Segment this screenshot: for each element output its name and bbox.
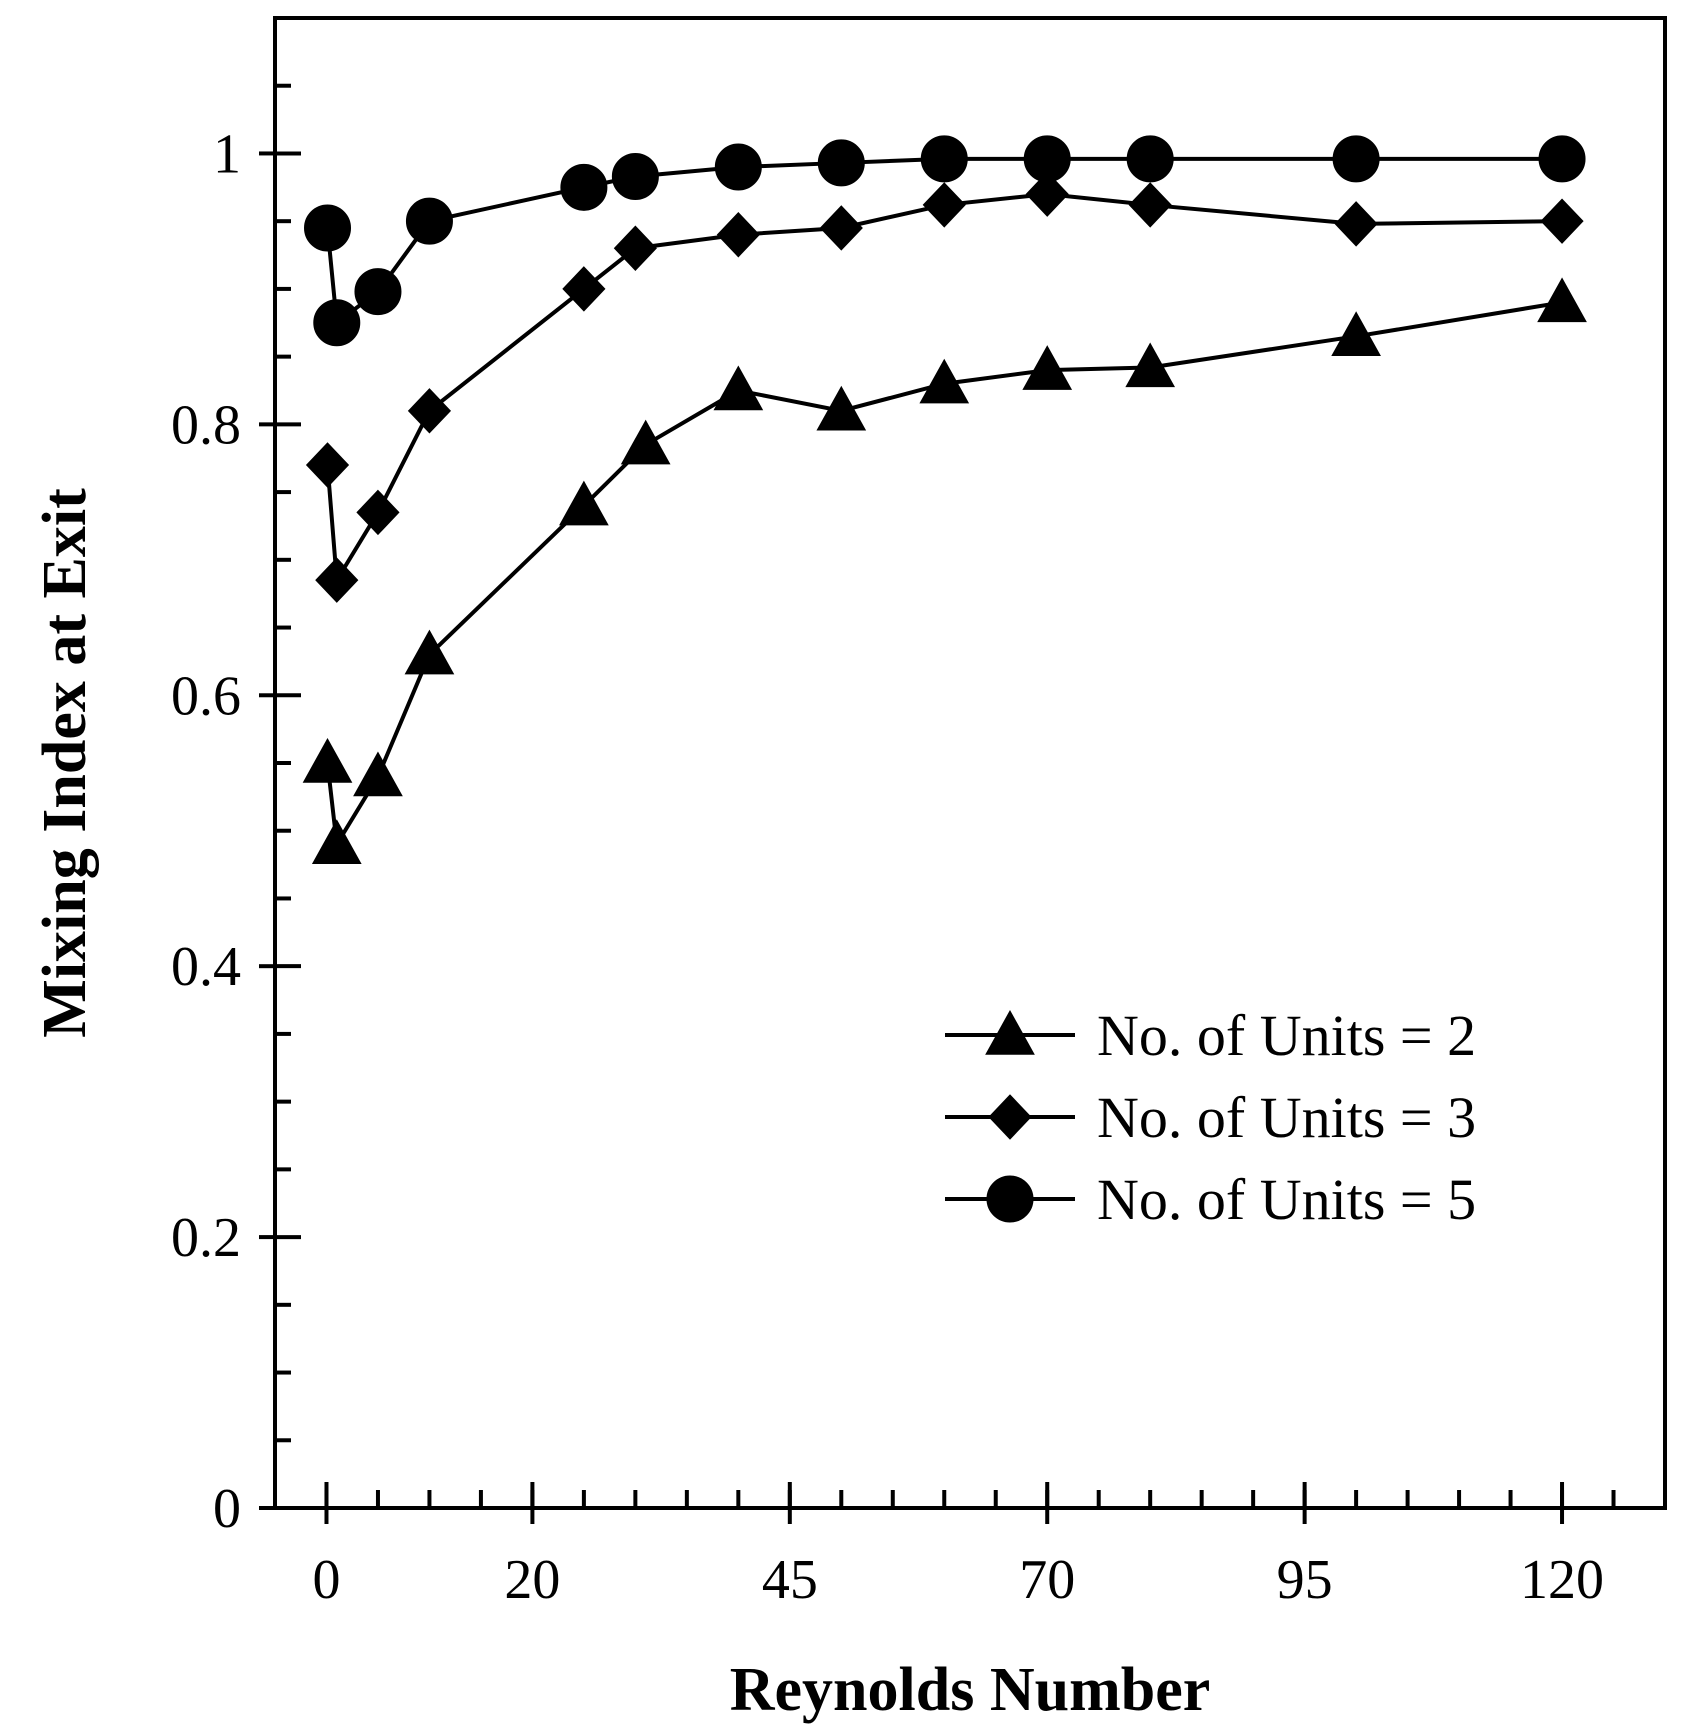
x-axis-ticks: 0 20 45 70 95 120 (312, 1482, 1616, 1611)
x-tick-label: 45 (762, 1549, 818, 1611)
circle-marker (1126, 135, 1174, 183)
diamond-marker (922, 182, 966, 228)
legend-label: No. of Units = 5 (1097, 1167, 1476, 1232)
y-tick-label: 0.8 (171, 394, 241, 456)
triangle-marker (919, 358, 970, 404)
triangle-marker (311, 819, 362, 864)
triangle-marker (620, 419, 671, 465)
series-circle (304, 135, 1586, 347)
diamond-marker (613, 225, 657, 271)
circle-marker (817, 139, 865, 187)
x-tick-label: 120 (1520, 1549, 1604, 1611)
diamond-marker (1128, 182, 1172, 228)
series-layer (302, 135, 1587, 864)
x-tick-label: 0 (312, 1549, 340, 1611)
triangle-marker (816, 385, 867, 431)
circle-marker (354, 268, 402, 316)
circle-marker (986, 1175, 1034, 1223)
y-tick-label: 0.6 (171, 665, 241, 727)
triangle-marker (404, 629, 455, 675)
diamond-marker (407, 388, 452, 434)
legend: No. of Units = 2 No. of Units = 3 No. of U… (945, 1003, 1476, 1232)
triangle-marker (559, 480, 609, 526)
triangle-marker (1537, 277, 1587, 323)
triangle-marker (1331, 311, 1381, 357)
legend-label: No. of Units = 2 (1097, 1003, 1476, 1068)
triangle-marker (713, 365, 764, 411)
legend-item: No. of Units = 3 (945, 1085, 1476, 1150)
diamond-marker (305, 442, 350, 488)
diamond-marker (1334, 201, 1378, 247)
circle-marker (920, 135, 968, 183)
y-tick-label: 1 (213, 123, 241, 185)
y-tick-label: 0 (213, 1478, 241, 1540)
triangle-marker (985, 1009, 1035, 1055)
diamond-marker (819, 205, 863, 251)
y-axis-title: Mixing Index at Exit (31, 488, 99, 1038)
triangle-marker (353, 751, 403, 797)
y-axis-ticks: 0 0.2 0.4 0.6 0.8 1 (171, 16, 301, 1540)
triangle-marker (1022, 345, 1073, 390)
circle-marker (313, 299, 361, 347)
diamond-marker (716, 212, 760, 258)
diamond-marker (315, 557, 359, 603)
diamond-marker (1540, 198, 1584, 244)
legend-item: No. of Units = 5 (945, 1167, 1476, 1232)
plot-border (273, 16, 1667, 1510)
series-diamond (305, 171, 1584, 603)
circle-marker (714, 143, 762, 191)
legend-item: No. of Units = 2 (945, 1003, 1476, 1068)
circle-marker (560, 163, 608, 211)
legend-label: No. of Units = 3 (1097, 1085, 1476, 1150)
x-tick-label: 20 (504, 1549, 560, 1611)
circle-marker (611, 152, 659, 200)
circle-marker (1538, 135, 1586, 183)
diamond-marker (1025, 171, 1069, 217)
triangle-marker (302, 737, 353, 783)
plot-frame (273, 16, 1667, 1510)
x-axis-title: Reynolds Number (730, 1656, 1211, 1724)
circle-marker (1332, 135, 1380, 183)
series-triangle (302, 277, 1587, 864)
diamond-marker (356, 489, 400, 536)
y-tick-label: 0.4 (171, 936, 241, 998)
circle-marker (405, 197, 453, 245)
circle-marker (304, 204, 352, 252)
circle-marker (1023, 135, 1071, 183)
diamond-marker (988, 1094, 1032, 1140)
diamond-marker (562, 266, 606, 312)
x-tick-label: 70 (1019, 1549, 1075, 1611)
x-tick-label: 95 (1277, 1549, 1333, 1611)
y-tick-label: 0.2 (171, 1207, 241, 1269)
triangle-marker (1125, 342, 1176, 388)
